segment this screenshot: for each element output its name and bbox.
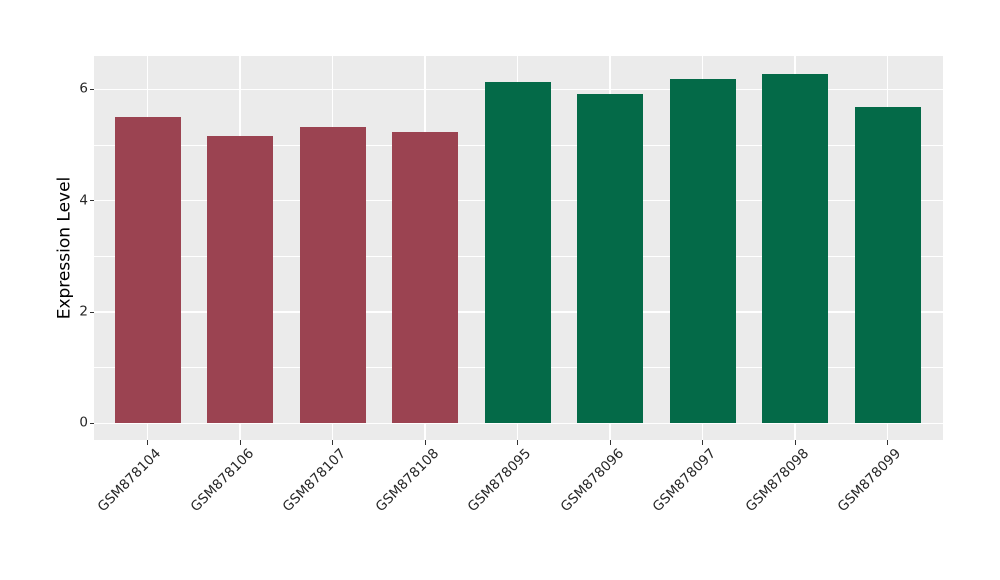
x-axis-tick: [887, 440, 888, 445]
y-axis-tick: [89, 200, 94, 202]
bar-GSM878098: [762, 74, 828, 424]
bar-GSM878096: [577, 93, 643, 424]
y-tick-label: 6: [79, 80, 88, 97]
y-axis-tick: [89, 311, 94, 313]
x-tick-label-GSM878107: GSM878107: [279, 445, 350, 516]
x-axis-tick: [332, 440, 333, 445]
x-axis-tick: [239, 440, 241, 445]
x-tick-label-GSM878097: GSM878097: [649, 445, 720, 516]
major-gridline: [94, 422, 943, 425]
x-axis-tick: [702, 440, 703, 445]
y-tick-label: 4: [79, 191, 88, 208]
x-axis-tick: [424, 440, 426, 445]
plot-panel: [94, 56, 943, 440]
x-tick-label-GSM878104: GSM878104: [94, 445, 165, 516]
bar-GSM878107: [299, 127, 366, 424]
y-tick-label: 2: [79, 303, 88, 320]
bar-GSM878095: [484, 82, 551, 424]
x-tick-label-GSM878099: GSM878099: [834, 445, 905, 516]
x-axis-tick: [794, 440, 796, 445]
y-axis-title: Expression Level: [54, 176, 75, 320]
x-axis-tick: [517, 440, 518, 445]
bar-GSM878097: [669, 78, 736, 424]
x-tick-label-GSM878096: GSM878096: [557, 445, 627, 516]
bar-GSM878104: [114, 116, 181, 424]
x-tick-label-GSM878098: GSM878098: [742, 445, 812, 516]
y-axis-tick: [89, 422, 94, 424]
x-axis-tick: [609, 440, 611, 445]
y-axis-tick: [89, 88, 94, 90]
y-tick-label: 0: [79, 414, 88, 431]
bar-GSM878099: [854, 106, 921, 424]
bar-GSM878106: [207, 135, 273, 424]
x-tick-label-GSM878095: GSM878095: [464, 445, 535, 516]
x-tick-label-GSM878108: GSM878108: [372, 445, 442, 516]
x-tick-label-GSM878106: GSM878106: [187, 445, 257, 516]
x-axis-tick: [147, 440, 148, 445]
bar-GSM878108: [392, 132, 458, 424]
